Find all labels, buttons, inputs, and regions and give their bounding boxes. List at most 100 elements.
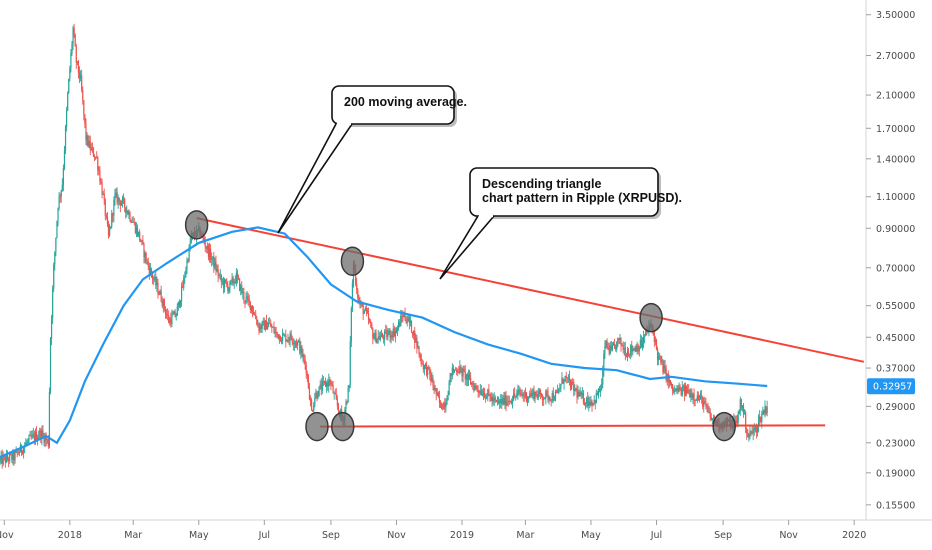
candle bbox=[125, 207, 127, 219]
y-tick-label: 0.15500 bbox=[876, 500, 915, 511]
candle bbox=[227, 281, 229, 294]
candle bbox=[244, 300, 246, 309]
candle bbox=[134, 221, 136, 235]
moving-average-line[interactable] bbox=[0, 226, 768, 459]
candle bbox=[20, 444, 23, 457]
callout-text-line: Descending triangle bbox=[482, 177, 602, 191]
candle bbox=[351, 279, 354, 313]
candle bbox=[601, 378, 603, 391]
candle bbox=[146, 258, 148, 265]
moving-average-series bbox=[0, 226, 768, 459]
candle bbox=[500, 394, 502, 409]
candle bbox=[38, 430, 40, 440]
candle bbox=[551, 390, 553, 404]
candle bbox=[595, 389, 597, 404]
candle bbox=[61, 178, 63, 192]
candle bbox=[176, 303, 178, 316]
candle bbox=[692, 392, 694, 404]
x-tick-label: 2018 bbox=[58, 530, 82, 541]
candle bbox=[56, 220, 58, 239]
x-tick-label: Mar bbox=[124, 530, 142, 541]
x-tick-label: Nov bbox=[0, 530, 14, 541]
candle bbox=[532, 387, 534, 400]
candle bbox=[694, 399, 696, 407]
candle bbox=[115, 188, 117, 199]
candle bbox=[171, 309, 173, 328]
candle bbox=[44, 432, 46, 448]
candle bbox=[225, 279, 227, 284]
candle bbox=[508, 395, 510, 406]
candle bbox=[366, 307, 369, 315]
x-tick-label: Nov bbox=[779, 530, 798, 541]
candle bbox=[177, 301, 179, 311]
candle bbox=[28, 434, 30, 444]
candle bbox=[505, 391, 507, 412]
candle bbox=[752, 426, 754, 441]
candle bbox=[549, 396, 551, 402]
price-axis[interactable]: 3.50000 2.70000 2.10000 1.70000 1.40000 1.100… bbox=[866, 10, 915, 511]
candle bbox=[236, 269, 239, 284]
touch-marker bbox=[184, 210, 209, 240]
candle bbox=[604, 340, 606, 360]
candle bbox=[473, 380, 475, 393]
candle bbox=[512, 388, 515, 402]
candle bbox=[583, 398, 586, 406]
candle bbox=[654, 336, 657, 346]
candle bbox=[328, 373, 330, 393]
candle bbox=[118, 197, 120, 206]
candle bbox=[52, 285, 54, 324]
candle bbox=[662, 359, 664, 375]
candle bbox=[85, 118, 87, 146]
candle bbox=[506, 395, 508, 407]
candle bbox=[23, 445, 25, 459]
callout-pointer bbox=[439, 215, 495, 280]
candle bbox=[631, 340, 633, 358]
candle bbox=[133, 218, 135, 226]
candle bbox=[766, 400, 768, 417]
candle bbox=[374, 329, 376, 342]
candle bbox=[642, 330, 645, 349]
time-axis[interactable]: Nov 2018 Mar May Jul Sep Nov 2019 Mar May Jul Sep No… bbox=[0, 520, 866, 541]
candle bbox=[518, 385, 520, 396]
candle bbox=[435, 387, 437, 401]
candle bbox=[45, 432, 47, 447]
candle bbox=[318, 386, 320, 397]
candle bbox=[68, 78, 70, 94]
candle bbox=[285, 329, 287, 348]
candle bbox=[639, 334, 641, 350]
candle bbox=[163, 298, 165, 312]
candle bbox=[295, 338, 298, 349]
candle bbox=[750, 430, 752, 437]
candle bbox=[372, 327, 374, 345]
candle bbox=[220, 273, 222, 289]
candle bbox=[373, 332, 375, 340]
candle bbox=[58, 191, 60, 211]
candle bbox=[141, 239, 143, 246]
support-trendline[interactable] bbox=[320, 424, 826, 428]
callout-ma[interactable]: 200 moving average. bbox=[277, 85, 467, 234]
candle bbox=[422, 360, 424, 373]
candle bbox=[429, 366, 431, 381]
candle bbox=[233, 278, 235, 289]
candle bbox=[605, 339, 607, 349]
candle bbox=[526, 396, 529, 407]
candle bbox=[410, 320, 413, 334]
candle bbox=[677, 385, 679, 395]
candle bbox=[616, 341, 618, 353]
candle bbox=[470, 371, 472, 385]
candle bbox=[1, 449, 3, 469]
candle bbox=[670, 382, 673, 389]
candle bbox=[740, 398, 742, 411]
candle bbox=[321, 374, 323, 395]
y-tick-label: 3.50000 bbox=[876, 10, 915, 21]
callout-text-line: chart pattern in Ripple (XRPUSD). bbox=[482, 191, 682, 205]
candle bbox=[186, 257, 188, 275]
candle bbox=[617, 337, 619, 348]
candle bbox=[748, 432, 750, 442]
x-tick-label: Mar bbox=[516, 530, 534, 541]
candle bbox=[217, 264, 219, 283]
candle bbox=[672, 384, 674, 396]
candle bbox=[284, 333, 286, 338]
resistance-trendline[interactable] bbox=[196, 217, 865, 363]
